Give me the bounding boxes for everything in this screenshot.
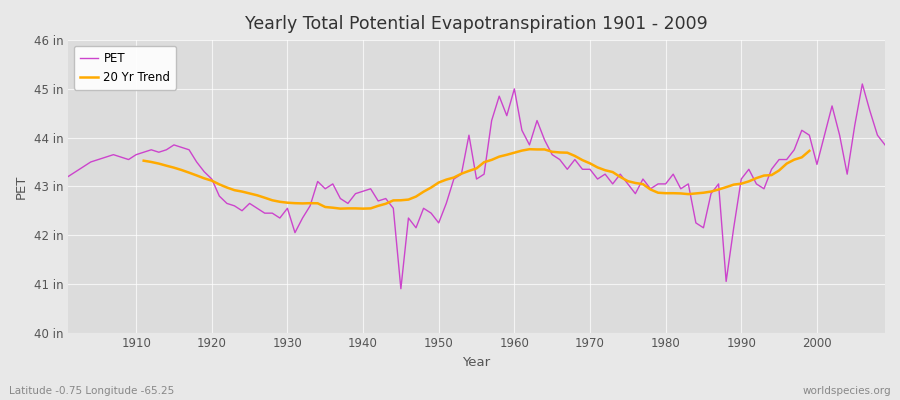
20 Yr Trend bbox=[139, 158, 149, 163]
PET bbox=[608, 182, 618, 186]
Y-axis label: PET: PET bbox=[15, 174, 28, 198]
PET bbox=[63, 174, 74, 179]
PET bbox=[879, 142, 890, 147]
20 Yr Trend bbox=[206, 178, 217, 183]
20 Yr Trend bbox=[221, 185, 232, 190]
Title: Yearly Total Potential Evapotranspiration 1901 - 2009: Yearly Total Potential Evapotranspiratio… bbox=[245, 15, 708, 33]
20 Yr Trend bbox=[743, 179, 754, 184]
Line: PET: PET bbox=[68, 84, 885, 289]
20 Yr Trend bbox=[403, 197, 414, 202]
PET bbox=[395, 286, 406, 291]
20 Yr Trend bbox=[335, 206, 346, 211]
Text: worldspecies.org: worldspecies.org bbox=[803, 386, 891, 396]
20 Yr Trend bbox=[274, 199, 285, 204]
20 Yr Trend bbox=[524, 147, 535, 152]
20 Yr Trend bbox=[486, 158, 497, 162]
20 Yr Trend bbox=[804, 148, 814, 153]
Text: Latitude -0.75 Longitude -65.25: Latitude -0.75 Longitude -65.25 bbox=[9, 386, 175, 396]
PET bbox=[857, 82, 868, 86]
PET bbox=[517, 128, 527, 133]
PET bbox=[335, 196, 346, 201]
X-axis label: Year: Year bbox=[463, 356, 491, 369]
Legend: PET, 20 Yr Trend: PET, 20 Yr Trend bbox=[74, 46, 176, 90]
PET bbox=[508, 86, 519, 91]
PET bbox=[123, 157, 134, 162]
Line: 20 Yr Trend: 20 Yr Trend bbox=[144, 149, 809, 209]
PET bbox=[290, 230, 301, 235]
